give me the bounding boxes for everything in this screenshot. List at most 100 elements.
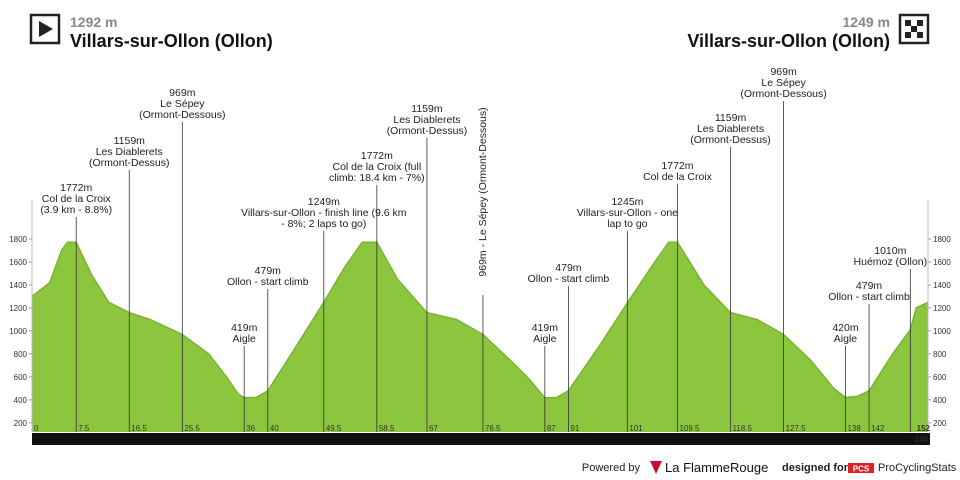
annotation-label: Col de la Croix [643, 171, 713, 183]
annotation-label: 479m [856, 280, 883, 292]
annotation-label: lap to go [607, 218, 647, 230]
x-tick-label: 138 [847, 424, 861, 433]
annotation-label: 479m [555, 262, 582, 274]
end-marker: 149 [915, 435, 929, 444]
x-tick-label: 36 [246, 424, 255, 433]
brand-logo [650, 461, 662, 474]
y2-tick-label: 600 [933, 373, 947, 382]
x-tick-label: 87 [547, 424, 556, 433]
x-tick-label: 40 [270, 424, 279, 433]
x-tick-label: 7.5 [78, 424, 90, 433]
designed-for: designed for [782, 462, 849, 474]
x-tick-label: 142 [871, 424, 885, 433]
x-tick-label: 0 [34, 424, 39, 433]
pcs-name: ProCyclingStats [878, 462, 957, 474]
annotation-label: Huémoz (Ollon) [854, 256, 928, 268]
brand-name: La FlammeRouge [665, 460, 768, 475]
start-icon [29, 13, 61, 45]
annotation-label: 969m - Le Sépey (Ormont-Dessous) [477, 107, 489, 276]
x-tick-label: 25.5 [184, 424, 200, 433]
x-tick-label: 16.5 [131, 424, 147, 433]
annotation-label: 479m [255, 265, 282, 277]
x-tick-label: 91 [570, 424, 579, 433]
annotation-label: Les Diablerets [697, 123, 764, 135]
x-tick-label: 152 [917, 424, 931, 433]
annotation-label: (Ormont-Dessous) [139, 109, 225, 121]
annotation-label: Les Diablerets [393, 114, 460, 126]
x-tick-label: 49.5 [326, 424, 342, 433]
powered-by: Powered by [582, 462, 641, 474]
annotation-label: 1772m [60, 182, 92, 194]
y-tick-label: 1000 [9, 327, 27, 336]
y-tick-label: 1800 [9, 235, 27, 244]
annotation-label: - 8%; 2 laps to go) [281, 218, 366, 230]
profile-line [31, 241, 929, 399]
start-name: Villars-sur-Ollon (Ollon) [70, 31, 273, 51]
annotation-label: Les Diablerets [96, 146, 163, 158]
y2-tick-label: 1000 [933, 327, 951, 336]
annotation-label: (3.9 km - 8.8%) [40, 204, 112, 216]
annotation-label: 1772m [661, 160, 693, 172]
x-tick-label: 67 [429, 424, 438, 433]
y2-tick-label: 1400 [933, 281, 951, 290]
x-tick-label: 109.5 [679, 424, 700, 433]
annotation-label: 1010m [874, 245, 906, 257]
annotation-label: 1249m [308, 196, 340, 208]
start-elevation: 1292 m [70, 14, 117, 30]
annotation-label: Col de la Croix [42, 193, 112, 205]
finish-icon [898, 13, 930, 45]
annotation-label: (Ormont-Dessus) [89, 157, 170, 169]
annotation-label: Ollon - start climb [828, 291, 910, 303]
y-tick-label: 1600 [9, 258, 27, 267]
annotation-label: Villars-sur-Ollon - finish line (9.6 km [241, 207, 407, 219]
y-tick-label: 1400 [9, 281, 27, 290]
y2-tick-label: 400 [933, 396, 947, 405]
pcs-logo: PCS [853, 465, 870, 474]
annotation-label: 969m [169, 87, 196, 99]
annotation-label: climb: 18.4 km - 7%) [329, 172, 425, 184]
y-tick-label: 400 [14, 396, 28, 405]
annotation-label: Col de la Croix (full [332, 161, 421, 173]
y2-tick-label: 800 [933, 350, 947, 359]
annotation-label: 419m [532, 322, 559, 334]
y2-tick-label: 1200 [933, 304, 951, 313]
area-fill [32, 242, 928, 432]
annotation-label: 1245m [611, 196, 643, 208]
x-tick-label: 58.5 [379, 424, 395, 433]
y2-tick-label: 1800 [933, 235, 951, 244]
x-tick-label: 76.5 [485, 424, 501, 433]
annotation-label: (Ormont-Dessous) [740, 88, 826, 100]
finish-name: Villars-sur-Ollon (Ollon) [687, 31, 890, 51]
annotation-label: Le Sépey [160, 98, 205, 110]
annotation-label: Aigle [834, 333, 858, 345]
annotation-label: Villars-sur-Ollon - one [577, 207, 678, 219]
x-tick-label: 127.5 [786, 424, 807, 433]
finish-elevation: 1249 m [843, 14, 890, 30]
annotation-label: Le Sépey [761, 77, 806, 89]
annotation-label: Aigle [233, 333, 257, 345]
annotation-label: 1159m [411, 103, 443, 115]
annotation-label: (Ormont-Dessus) [387, 125, 468, 137]
y-tick-label: 1200 [9, 304, 27, 313]
annotation-label: 1159m [114, 135, 146, 147]
annotation-label: (Ormont-Dessus) [690, 134, 771, 146]
distance-bar [32, 433, 930, 445]
annotation-label: 420m [832, 322, 859, 334]
annotation-label: 969m [770, 66, 797, 78]
annotation-label: Aigle [533, 333, 557, 345]
annotation-label: 1159m [715, 112, 747, 124]
y-tick-label: 800 [14, 350, 28, 359]
y2-tick-label: 1600 [933, 258, 951, 267]
y2-tick-label: 200 [933, 419, 947, 428]
x-tick-label: 101 [629, 424, 643, 433]
annotation-label: 419m [231, 322, 258, 334]
annotation-label: Ollon - start climb [528, 273, 610, 285]
x-tick-label: 118.5 [733, 424, 753, 433]
y-tick-label: 600 [14, 373, 28, 382]
annotation-label: 1772m [361, 150, 393, 162]
annotation-label: Ollon - start climb [227, 276, 309, 288]
pcs-logo-bg [848, 463, 874, 473]
y-tick-label: 200 [14, 419, 28, 428]
